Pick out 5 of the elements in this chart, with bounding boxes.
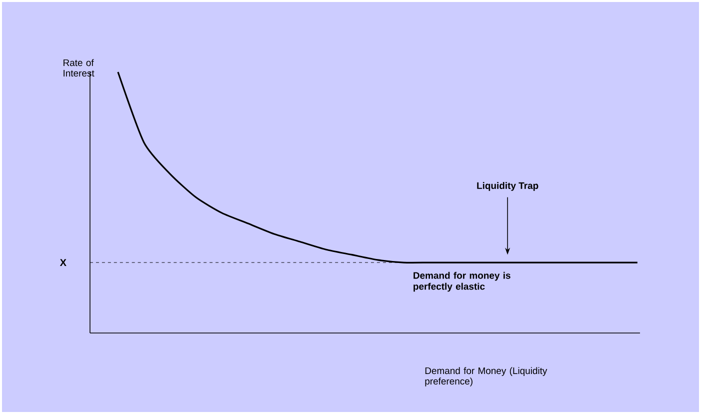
annotation: Liquidity Trap [477,182,538,191]
ref-line-label: X [60,259,66,266]
y-axis-title: Rate of Interest [64,59,94,77]
x-axis-title: Demand for Money (Liquidity preference) [425,367,548,386]
annotation: Demand for money is perfectly elastic [414,272,510,292]
